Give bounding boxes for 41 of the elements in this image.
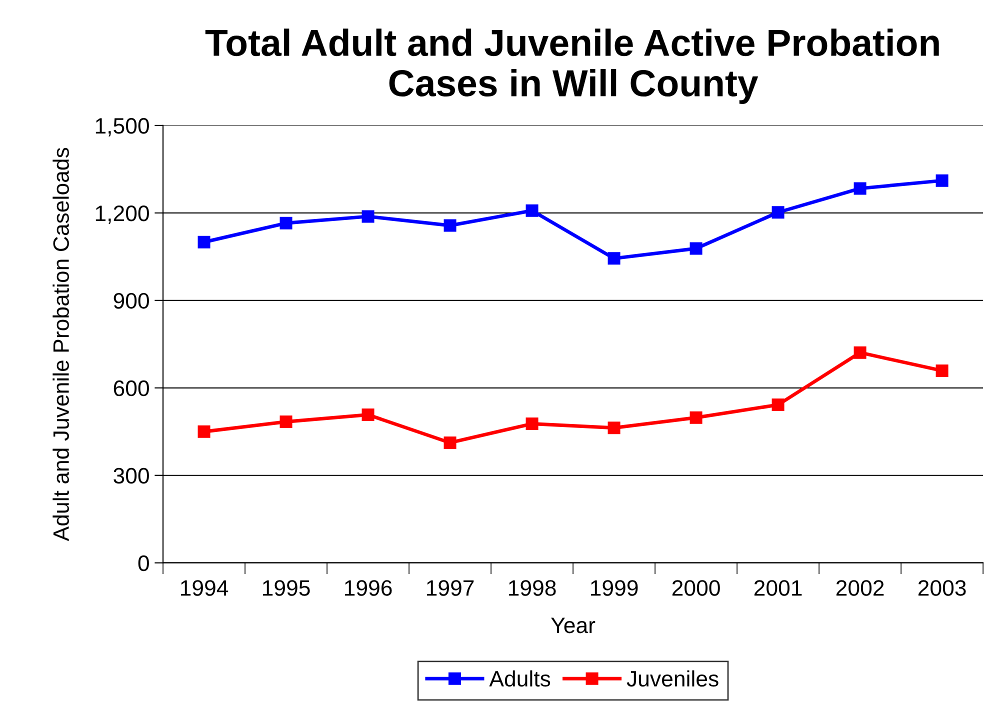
x-tick-label: 2000	[672, 580, 720, 596]
point	[608, 252, 620, 265]
point	[854, 346, 866, 359]
x-tick-label: 2001	[754, 580, 802, 596]
legend-label: Adults	[489, 670, 550, 687]
point	[362, 408, 374, 421]
x-tick-label: 1997	[427, 580, 474, 596]
point	[772, 206, 784, 219]
point	[936, 174, 948, 187]
point	[772, 398, 784, 412]
x-tick-label: 1999	[591, 580, 638, 596]
point	[444, 436, 456, 449]
point	[198, 425, 210, 438]
y-tick-label: 900	[114, 292, 149, 309]
point	[280, 415, 292, 428]
y-tick-label: 1,200	[96, 205, 149, 224]
x-tick-label: 1995	[263, 580, 310, 596]
y-tick-label: 1,500	[96, 118, 149, 136]
point	[526, 204, 538, 217]
point	[280, 216, 292, 230]
point	[854, 182, 866, 195]
x-tick-label: 2002	[836, 580, 884, 596]
point	[936, 364, 948, 377]
y-tick-label: 0	[138, 555, 149, 572]
x-tick-label: 1998	[509, 580, 556, 596]
point	[526, 418, 538, 430]
chart-title: Total Adult and Juvenile Active Probation Cases in Will County	[205, 28, 939, 104]
point	[608, 422, 620, 434]
y-axis-title: Adult and Juvenile Probation Caseloads	[52, 148, 69, 542]
point	[690, 242, 702, 255]
y-tick-label: 300	[114, 468, 149, 484]
point	[690, 411, 702, 424]
x-tick-label: 1996	[345, 580, 392, 596]
point	[444, 219, 456, 232]
x-tick-label: 2003	[918, 580, 966, 596]
point	[362, 210, 374, 223]
point	[198, 236, 210, 248]
legend-label: Juveniles	[626, 670, 718, 687]
y-tick-label: 600	[114, 380, 149, 396]
x-tick-label: 1994	[181, 580, 228, 596]
x-axis-title: Year	[551, 618, 596, 634]
